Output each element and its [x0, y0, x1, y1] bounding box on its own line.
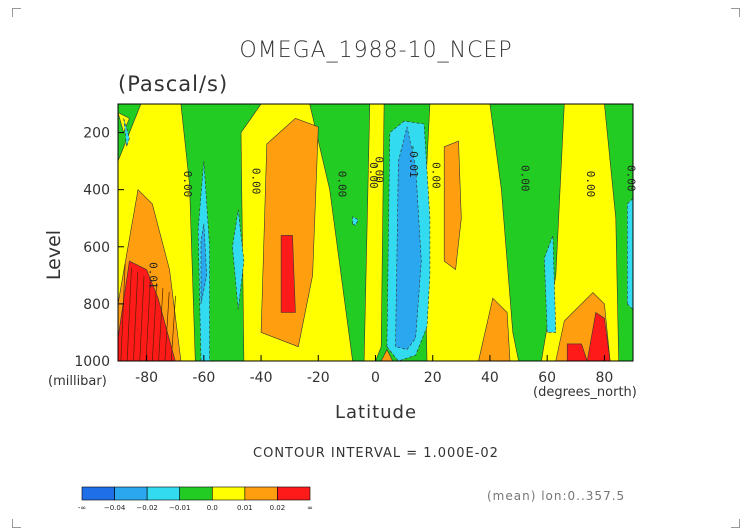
x-tick-label: 60: [538, 370, 556, 386]
y-tick-label: 200: [83, 126, 110, 142]
contour-region: [200, 223, 208, 304]
colorbar-swatch: [211, 486, 246, 501]
y-tick-label: 800: [83, 297, 110, 313]
colorbar-label: −0.02: [136, 504, 157, 512]
x-tick-label: 40: [481, 370, 499, 386]
contour-label: 0.00: [518, 165, 531, 192]
contour-label: 0.00: [181, 171, 194, 198]
crop-mark: [731, 519, 740, 528]
y-tick-label: 400: [83, 183, 110, 199]
contour-region: [543, 235, 557, 333]
contour-region: [280, 235, 296, 313]
y-tick-label: 1000: [74, 354, 110, 370]
x-axis-unit: (degrees_north): [533, 385, 637, 400]
y-tick-label: 600: [83, 240, 110, 256]
colorbar-label: -∞: [78, 504, 86, 512]
contour-region: [443, 140, 462, 271]
contour-region: [117, 112, 130, 134]
x-tick-label: -80: [135, 370, 158, 386]
contour-interval: CONTOUR INTERVAL = 1.000E-02: [253, 446, 499, 461]
x-tick-label: 0: [371, 370, 380, 386]
colorbar-label: 0.02: [270, 504, 286, 512]
contour-label: 0.00: [373, 156, 386, 183]
contour-label: 0.01: [146, 262, 159, 289]
contour-line: [170, 295, 176, 362]
contour-region: [395, 126, 422, 350]
colorbar-swatch: [179, 486, 213, 501]
contour-line: [120, 263, 126, 362]
colorbar-swatch: [146, 486, 181, 501]
contour-line: [151, 283, 157, 362]
contour-line: [164, 291, 170, 362]
colorbar-swatch: [114, 486, 148, 501]
contour-region: [123, 118, 130, 147]
x-tick-label: -60: [192, 370, 215, 386]
contour-label: 0.00: [584, 171, 597, 198]
x-tick-label: 80: [595, 370, 613, 386]
chart-title: OMEGA_1988-10_NCEP: [239, 38, 513, 63]
contour-line: [158, 287, 164, 362]
contour-label: 0.00: [367, 162, 380, 189]
chart-units: (Pascal/s): [118, 72, 229, 96]
y-axis-unit: (millibar): [48, 374, 107, 389]
colorbar-swatch: [81, 486, 115, 501]
contour-region: [626, 197, 634, 311]
contour-label: 0.00: [335, 171, 348, 198]
contour-label: 0.00: [249, 168, 262, 195]
x-tick-label: 20: [424, 370, 442, 386]
colorbar-label: −0.04: [104, 504, 126, 512]
contour-label: 0.00: [430, 162, 443, 189]
x-tick-label: -40: [250, 370, 273, 386]
crop-mark: [12, 519, 21, 528]
colorbar-label: ∞: [307, 504, 313, 512]
crop-mark: [12, 8, 21, 17]
colorbar-label: −0.01: [169, 504, 190, 512]
contour-label: -0.01: [407, 145, 420, 178]
contour-line: [139, 275, 145, 362]
crop-mark: [731, 8, 740, 17]
contour-line: [133, 271, 139, 362]
colorbar-swatch: [244, 486, 278, 501]
colorbar-swatch: [277, 486, 311, 501]
contour-region: [260, 117, 319, 348]
contour-region: [352, 216, 359, 226]
x-tick-label: -20: [307, 370, 330, 386]
colorbar-label: 0.0: [207, 504, 218, 512]
contour-region: [232, 209, 245, 310]
colorbar-label: 0.01: [237, 504, 253, 512]
contour-label: 0.00: [624, 165, 637, 192]
contour-line: [145, 279, 151, 362]
contour-line: [126, 267, 132, 362]
x-axis-label: Latitude: [334, 402, 418, 423]
footer-note: (mean) lon:0..357.5: [487, 489, 626, 503]
